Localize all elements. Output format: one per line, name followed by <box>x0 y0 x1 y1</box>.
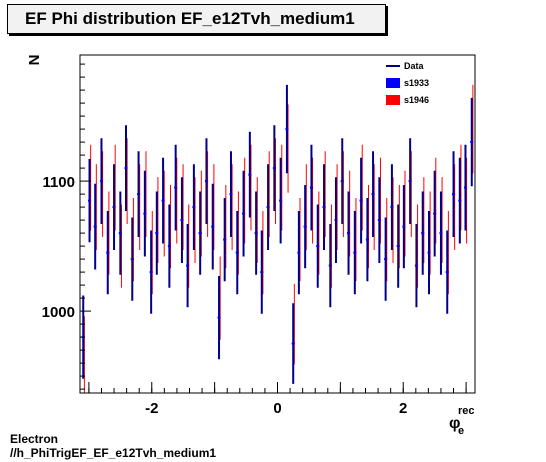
s1933-point <box>118 232 122 235</box>
s1933-point <box>414 264 418 267</box>
s1933-point <box>445 271 449 274</box>
chart-title: EF Phi distribution EF_e12Tvh_medium1 <box>7 4 386 34</box>
s1933-point <box>124 167 128 170</box>
s1933-point <box>371 193 375 196</box>
s1933-point <box>396 245 400 248</box>
s1933-point <box>167 245 171 248</box>
s1933-point <box>106 251 110 254</box>
s1933-point <box>334 219 338 222</box>
legend: Data s1933 s1946 <box>386 61 429 105</box>
footer-line-2: //h_PhiTrigEF_EF_e12Tvh_medium1 <box>10 446 217 460</box>
s1933-point <box>143 212 147 215</box>
s1933-point <box>347 232 351 235</box>
s1933-point <box>463 186 467 189</box>
s1933-point <box>322 206 326 209</box>
s1933-point <box>130 258 134 261</box>
s1933-point <box>309 186 313 189</box>
legend-label: s1946 <box>404 95 429 105</box>
s1933-point <box>439 232 443 235</box>
legend-label: Data <box>404 61 425 71</box>
x-tick-label: -2 <box>145 400 158 417</box>
legend-label: s1933 <box>404 78 429 88</box>
s1933-point <box>192 206 196 209</box>
s1933-point <box>161 199 165 202</box>
s1933-point <box>223 238 227 241</box>
s1933-point <box>217 316 221 319</box>
s1933-point <box>93 225 97 228</box>
s1933-point <box>402 225 406 228</box>
s1933-point <box>149 271 153 274</box>
s1933-point <box>248 173 252 176</box>
s1933-point <box>279 199 283 202</box>
legend-swatch-s1933 <box>386 78 400 88</box>
svg-text:e: e <box>458 425 464 437</box>
x-axis-label: φ e rec <box>449 405 475 437</box>
s1933-point <box>174 186 178 189</box>
s1933-point <box>99 180 103 183</box>
s1933-point <box>260 271 264 274</box>
s1933-point <box>229 193 233 196</box>
s1933-point <box>433 212 437 215</box>
s1933-point <box>328 264 332 267</box>
s1933-point <box>408 180 412 183</box>
s1933-point <box>272 167 276 170</box>
s1933-point <box>291 342 295 345</box>
s1933-point <box>112 206 116 209</box>
s1933-point <box>316 245 320 248</box>
s1933-point <box>427 251 431 254</box>
s1933-point <box>198 232 202 235</box>
s1933-point <box>384 258 388 261</box>
s1933-point <box>211 225 215 228</box>
s1933-point <box>186 264 190 267</box>
s1933-point <box>390 206 394 209</box>
y-tick-label: 1100 <box>42 174 75 191</box>
footer-line-1: Electron <box>10 432 59 446</box>
legend-swatch-s1946 <box>386 95 400 105</box>
s1933-point <box>377 219 381 222</box>
x-tick-label: 2 <box>399 400 407 417</box>
svg-text:φ: φ <box>449 415 460 432</box>
s1933-point <box>458 199 462 202</box>
s1933-point <box>242 212 246 215</box>
s1933-point <box>470 141 474 144</box>
s1933-point <box>254 232 258 235</box>
y-axis-label: N <box>26 55 43 66</box>
s1933-point <box>365 238 369 241</box>
s1933-point <box>285 128 289 131</box>
s1933-point <box>180 219 184 222</box>
s1933-point <box>204 180 208 183</box>
s1933-point <box>155 232 159 235</box>
y-tick-label: 1000 <box>42 304 75 321</box>
svg-text:rec: rec <box>458 405 475 417</box>
s1933-point <box>421 232 425 235</box>
s1933-point <box>303 225 307 228</box>
s1933-point <box>452 193 456 196</box>
s1933-point <box>340 180 344 183</box>
s1933-point <box>88 199 92 202</box>
s1933-point <box>137 193 141 196</box>
s1933-point <box>297 251 301 254</box>
s1933-point <box>359 199 363 202</box>
s1933-point <box>353 251 357 254</box>
x-tick-label: 0 <box>273 400 281 417</box>
s1933-point <box>235 251 239 254</box>
s1933-point <box>266 206 270 209</box>
